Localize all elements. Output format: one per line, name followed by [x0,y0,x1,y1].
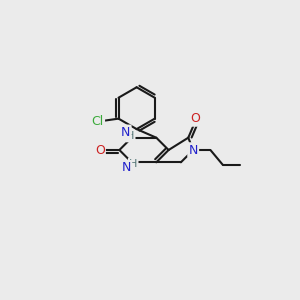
Text: O: O [191,112,201,125]
Text: O: O [95,143,105,157]
Text: N: N [122,161,131,174]
Text: H: H [126,131,134,141]
Text: N: N [121,126,130,139]
Text: Cl: Cl [92,115,104,128]
Text: H: H [129,159,137,169]
Text: N: N [188,143,198,157]
